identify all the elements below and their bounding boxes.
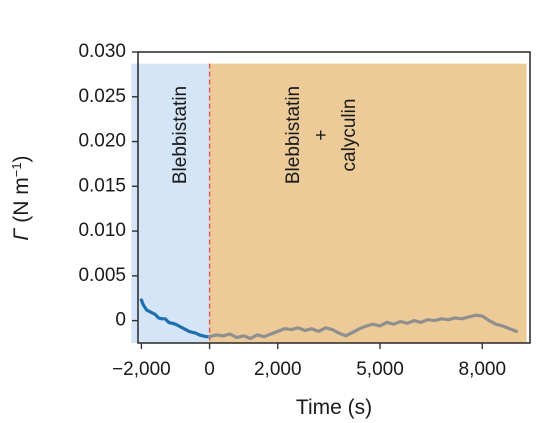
x-tick-label: 8,000 <box>459 359 507 380</box>
x-axis-ticks: −2,000 0 2,000 5,000 8,000 <box>112 343 506 380</box>
y-axis-unit-exponent: −1 <box>9 162 24 177</box>
region-1 <box>209 63 527 343</box>
y-tick-label: 0.015 <box>78 175 126 196</box>
y-tick-label: 0.010 <box>78 220 126 241</box>
x-tick-label: 2,000 <box>254 359 302 380</box>
region-1-label-line-2: calyculin <box>339 99 360 172</box>
data-series <box>139 298 519 341</box>
treatment-regions <box>131 63 527 343</box>
x-tick-label: 0 <box>204 359 215 380</box>
region-0 <box>131 63 210 343</box>
x-tick-label: 5,000 <box>356 359 404 380</box>
y-tick-label: 0.030 <box>78 41 126 62</box>
series-0-line <box>139 298 212 339</box>
y-tick-label: 0.025 <box>78 86 126 107</box>
plot-frame <box>137 51 531 344</box>
y-axis-symbol: Γ <box>10 228 33 241</box>
region-1-label-line-0: Blebbistatin <box>283 86 304 184</box>
region-0-label-line-0: Blebbistatin <box>170 86 191 184</box>
y-axis-unit-close: ) <box>10 155 33 162</box>
y-tick-label: 0 <box>115 310 126 331</box>
y-axis-ticks: 0 0.005 0.010 0.015 0.020 0.025 0.030 <box>78 41 138 331</box>
region-labels: Blebbistatin Blebbistatin + calyculin <box>170 86 360 184</box>
x-axis-title: Time (s) <box>296 396 372 419</box>
x-tick-label: −2,000 <box>112 359 171 380</box>
y-axis-title: Γ (N m−1) <box>9 155 34 240</box>
series-1-line <box>208 313 519 341</box>
y-tick-label: 0.020 <box>78 131 126 152</box>
y-tick-label: 0.005 <box>78 265 126 286</box>
y-axis-unit-open: (N m <box>10 177 33 228</box>
region-1-label-line-1: + <box>311 129 332 140</box>
